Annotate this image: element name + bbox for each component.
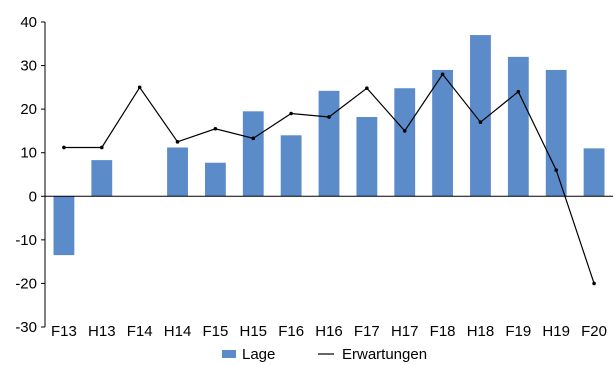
x-tick-label-f16: F16 [278, 323, 304, 340]
legend: Lage Erwartungen [222, 346, 427, 363]
y-tick-label: 30 [20, 58, 37, 75]
bar-lage-f19 [507, 56, 529, 197]
legend-label-erwartungen: Erwartungen [342, 346, 427, 363]
bar-lage-h14 [167, 147, 188, 197]
bar-lage-h17 [394, 88, 416, 197]
y-tick-label: -30 [15, 319, 37, 336]
y-tick-label: -10 [15, 232, 37, 249]
x-tick-label-h13: H13 [88, 323, 116, 340]
x-tick-label-h14: H14 [164, 323, 192, 340]
x-axis-tick-labels: F13 H13 F14 H14 F15 H15 F16 H16 F17 H17 F18 H18 F19 H… [51, 323, 607, 340]
bar-lage-f15 [204, 162, 226, 197]
point-erwartungen-h14 [175, 140, 180, 144]
x-tick-label-f13: F13 [51, 323, 77, 340]
point-erwartungen-h16 [327, 115, 331, 119]
x-tick-label-f17: F17 [354, 323, 380, 340]
x-tick-label-f14: F14 [127, 323, 153, 340]
x-tick-label-f15: F15 [202, 323, 228, 340]
y-tick-label: -20 [15, 275, 37, 292]
x-tick-label-f18: F18 [430, 323, 456, 340]
point-erwartungen-f17 [365, 86, 369, 91]
bar-lage-h19 [545, 69, 567, 197]
point-erwartungen-h15 [251, 136, 256, 141]
x-tick-label-f19: F19 [505, 323, 531, 340]
x-tick-label-h18: H18 [467, 323, 495, 340]
y-axis-tick-labels: 40 30 20 10 0 -10 -20 -30 [15, 14, 37, 336]
point-erwartungen-h17 [402, 129, 407, 133]
axes [41, 21, 613, 328]
bar-lage-f20 [583, 148, 605, 197]
bar-lage-h16 [318, 90, 340, 197]
y-tick-label: 20 [20, 101, 37, 118]
point-erwartungen-f20 [592, 281, 596, 286]
bar-lage-h13 [91, 160, 113, 197]
line-series-erwartungen [62, 72, 596, 286]
bar-series-lage [53, 35, 605, 256]
bar-lage-f13 [53, 196, 75, 256]
x-tick-label-h15: H15 [240, 323, 268, 340]
point-erwartungen-h18 [478, 120, 483, 125]
legend-label-lage: Lage [242, 346, 275, 363]
y-tick-label: 40 [20, 14, 37, 31]
point-erwartungen-f14 [137, 85, 142, 90]
bar-lage-h15 [242, 111, 264, 197]
point-erwartungen-h13 [100, 145, 104, 150]
y-tick-label: 0 [29, 188, 37, 205]
x-tick-label-f20: F20 [581, 323, 607, 340]
bar-lage-f18 [432, 69, 454, 197]
point-erwartungen-f16 [289, 111, 293, 116]
point-erwartungen-h19 [554, 168, 558, 172]
y-tick-label: 10 [20, 145, 37, 162]
legend-swatch-lage [222, 350, 236, 358]
point-erwartungen-f18 [440, 72, 445, 77]
x-tick-label-h17: H17 [391, 323, 419, 340]
bar-lage-f16 [280, 135, 302, 197]
bar-lage-h18 [470, 35, 491, 197]
x-tick-label-h19: H19 [542, 323, 570, 340]
point-erwartungen-f13 [62, 145, 66, 150]
bar-lage-f17 [356, 116, 378, 197]
x-tick-label-h16: H16 [315, 323, 343, 340]
point-erwartungen-f19 [516, 89, 521, 94]
point-erwartungen-f15 [213, 126, 218, 131]
